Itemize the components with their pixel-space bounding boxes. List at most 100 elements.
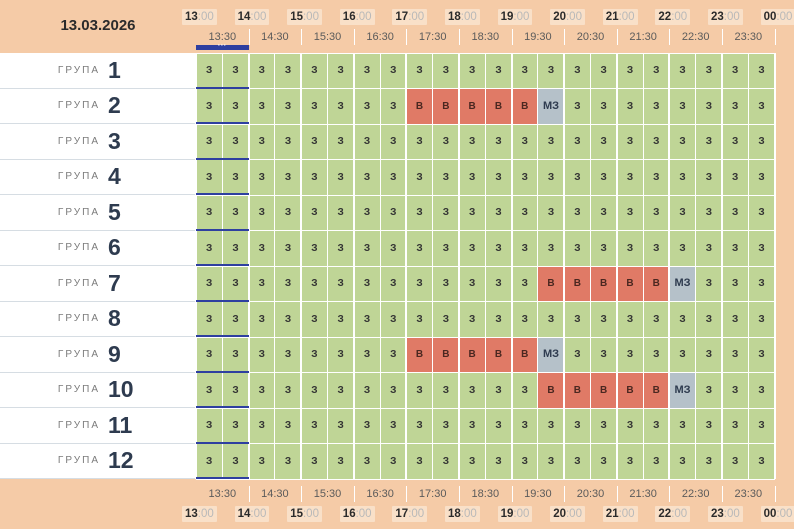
- slot-cell[interactable]: З: [274, 195, 302, 231]
- slot-cell[interactable]: В: [511, 337, 538, 373]
- group-row-label[interactable]: ГРУПА 5: [0, 195, 196, 231]
- slot-cell[interactable]: З: [669, 124, 696, 160]
- slot-cell[interactable]: З: [616, 53, 644, 89]
- slot-cell[interactable]: З: [301, 53, 328, 89]
- slot-cell[interactable]: З: [748, 301, 775, 337]
- slot-cell[interactable]: З: [695, 408, 722, 444]
- slot-cell[interactable]: З: [459, 124, 486, 160]
- slot-cell[interactable]: З: [301, 266, 328, 302]
- group-row-label[interactable]: ГРУПА 3: [0, 124, 196, 160]
- slot-cell[interactable]: З: [564, 443, 591, 479]
- slot-cell[interactable]: З: [748, 337, 775, 373]
- slot-cell[interactable]: В: [590, 372, 617, 408]
- slot-cell[interactable]: З: [353, 124, 381, 160]
- slot-cell[interactable]: В: [616, 266, 644, 302]
- slot-cell[interactable]: З: [459, 230, 486, 266]
- slot-cell[interactable]: З: [669, 88, 696, 124]
- slot-cell[interactable]: В: [459, 88, 486, 124]
- slot-cell[interactable]: З: [353, 408, 381, 444]
- slot-cell[interactable]: З: [564, 230, 591, 266]
- slot-cell[interactable]: З: [196, 53, 223, 89]
- slot-cell[interactable]: З: [196, 195, 223, 231]
- slot-cell[interactable]: З: [485, 266, 512, 302]
- slot-cell[interactable]: З: [380, 159, 407, 195]
- slot-cell[interactable]: З: [643, 53, 670, 89]
- slot-cell[interactable]: З: [590, 443, 617, 479]
- slot-cell[interactable]: З: [564, 88, 591, 124]
- slot-cell[interactable]: З: [695, 266, 722, 302]
- slot-cell[interactable]: З: [380, 53, 407, 89]
- slot-cell[interactable]: З: [616, 230, 644, 266]
- slot-cell[interactable]: З: [695, 230, 722, 266]
- slot-cell[interactable]: З: [485, 301, 512, 337]
- slot-cell[interactable]: З: [643, 195, 670, 231]
- slot-cell[interactable]: З: [695, 301, 722, 337]
- slot-cell[interactable]: З: [380, 408, 407, 444]
- slot-cell[interactable]: В: [485, 88, 512, 124]
- slot-cell[interactable]: З: [432, 53, 459, 89]
- slot-cell[interactable]: З: [459, 443, 486, 479]
- slot-cell[interactable]: З: [432, 301, 459, 337]
- slot-cell[interactable]: З: [537, 53, 565, 89]
- slot-cell[interactable]: З: [432, 408, 459, 444]
- slot-cell[interactable]: З: [222, 88, 249, 124]
- slot-cell[interactable]: З: [748, 88, 775, 124]
- slot-cell[interactable]: З: [222, 159, 249, 195]
- slot-cell[interactable]: З: [222, 301, 249, 337]
- slot-cell[interactable]: З: [222, 443, 249, 479]
- slot-cell[interactable]: З: [511, 124, 538, 160]
- slot-cell[interactable]: З: [537, 195, 565, 231]
- slot-cell[interactable]: В: [564, 266, 591, 302]
- slot-cell[interactable]: З: [511, 53, 538, 89]
- slot-cell[interactable]: З: [511, 408, 538, 444]
- slot-cell[interactable]: З: [432, 195, 459, 231]
- slot-cell[interactable]: З: [695, 159, 722, 195]
- group-row-label[interactable]: ГРУПА 8: [0, 301, 196, 337]
- slot-cell[interactable]: З: [669, 408, 696, 444]
- slot-cell[interactable]: З: [380, 301, 407, 337]
- slot-cell[interactable]: З: [222, 372, 249, 408]
- slot-cell[interactable]: З: [248, 301, 275, 337]
- slot-cell[interactable]: З: [327, 408, 354, 444]
- slot-cell[interactable]: З: [380, 195, 407, 231]
- slot-cell[interactable]: З: [511, 372, 538, 408]
- slot-cell[interactable]: З: [327, 124, 354, 160]
- slot-cell[interactable]: З: [301, 159, 328, 195]
- slot-cell[interactable]: З: [485, 230, 512, 266]
- slot-cell[interactable]: З: [590, 88, 617, 124]
- slot-cell[interactable]: З: [274, 88, 302, 124]
- slot-cell[interactable]: З: [722, 443, 749, 479]
- slot-cell[interactable]: З: [196, 124, 223, 160]
- group-row-label[interactable]: ГРУПА 2: [0, 88, 196, 124]
- slot-cell[interactable]: В: [537, 266, 565, 302]
- slot-cell[interactable]: З: [722, 301, 749, 337]
- group-row-label[interactable]: ГРУПА 1: [0, 53, 196, 89]
- slot-cell[interactable]: З: [459, 301, 486, 337]
- slot-cell[interactable]: З: [616, 301, 644, 337]
- slot-cell[interactable]: З: [722, 124, 749, 160]
- slot-cell[interactable]: З: [748, 372, 775, 408]
- slot-cell[interactable]: З: [511, 266, 538, 302]
- slot-cell[interactable]: З: [248, 88, 275, 124]
- slot-cell[interactable]: З: [353, 230, 381, 266]
- slot-cell[interactable]: З: [537, 408, 565, 444]
- slot-cell[interactable]: З: [669, 195, 696, 231]
- slot-cell[interactable]: З: [196, 443, 223, 479]
- slot-cell[interactable]: З: [485, 372, 512, 408]
- slot-cell[interactable]: З: [301, 443, 328, 479]
- slot-cell[interactable]: З: [748, 408, 775, 444]
- slot-cell[interactable]: З: [222, 337, 249, 373]
- slot-cell[interactable]: З: [722, 53, 749, 89]
- slot-cell[interactable]: З: [432, 124, 459, 160]
- slot-cell[interactable]: МЗ: [669, 266, 696, 302]
- slot-cell[interactable]: З: [459, 195, 486, 231]
- slot-cell[interactable]: З: [248, 372, 275, 408]
- slot-cell[interactable]: В: [590, 266, 617, 302]
- slot-cell[interactable]: З: [459, 266, 486, 302]
- slot-cell[interactable]: З: [511, 301, 538, 337]
- slot-cell[interactable]: В: [406, 337, 433, 373]
- slot-cell[interactable]: З: [643, 337, 670, 373]
- slot-cell[interactable]: З: [590, 195, 617, 231]
- slot-cell[interactable]: З: [537, 301, 565, 337]
- slot-cell[interactable]: З: [248, 408, 275, 444]
